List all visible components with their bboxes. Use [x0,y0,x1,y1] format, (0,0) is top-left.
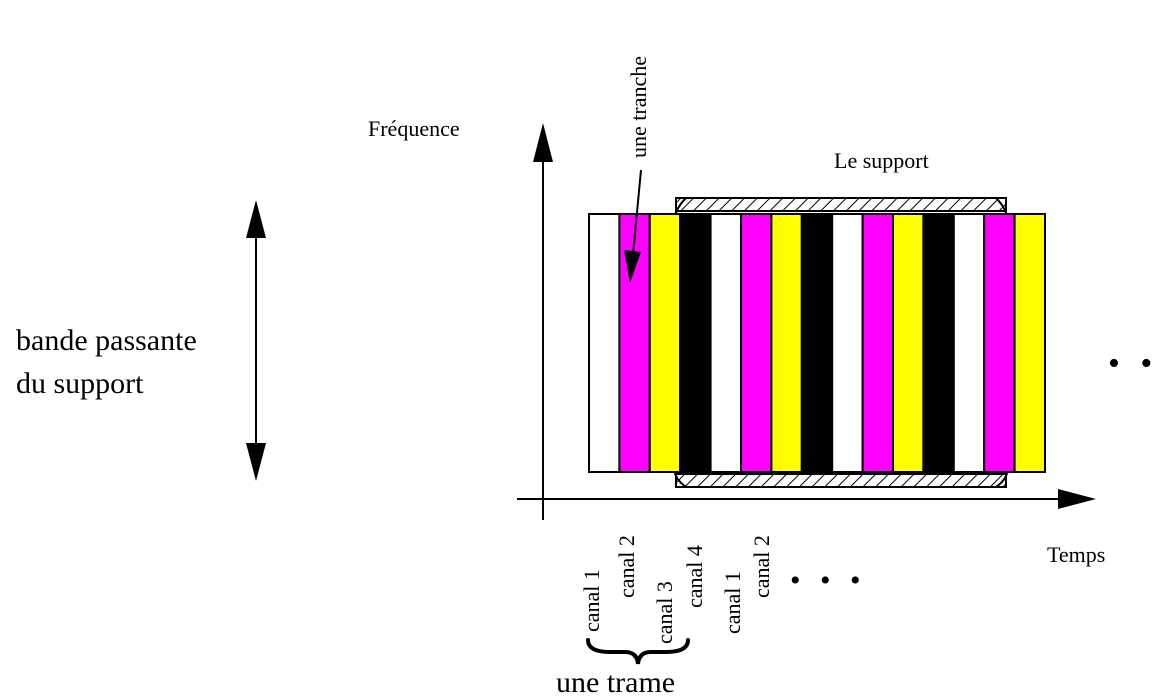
frequency-axis-label: Fréquence [368,116,460,141]
slice-pointer-arrowhead [624,250,641,283]
time-axis-label: Temps [1047,542,1106,567]
slice-pointer [624,169,642,283]
time-axis-arrowhead [1058,489,1096,509]
bandwidth-label-line1: bande passante [16,324,197,357]
bandwidth-label-line2: du support [16,367,144,400]
time-slot [983,213,1016,473]
medium-label: Le support [834,148,929,173]
medium-cable [673,197,1009,488]
frequency-axis-arrowhead [533,123,553,162]
channel-label: canal 2 [749,535,774,598]
time-slot [1013,213,1046,473]
time-slot [952,213,986,473]
channel-label: canal 2 [614,535,639,598]
time-slot [800,213,834,473]
bandwidth-arrowhead-down [246,443,266,481]
slice-label: une tranche [626,56,651,158]
medium-bottom-hatch [675,473,1007,488]
time-slot [831,213,864,473]
slice-pointer-line [632,169,642,256]
channel-label: canal 1 [720,571,745,634]
channel-label: canal 1 [579,569,604,632]
time-slot [709,213,742,473]
bandwidth-arrow [246,200,266,481]
channel-label: canal 4 [682,545,707,608]
time-slot [922,213,955,473]
bandwidth-arrowhead-up [246,200,266,238]
time-slot [892,213,925,473]
time-slots [588,213,1046,473]
channels-ellipsis: • • • [790,564,867,597]
time-ellipsis: • • • [1108,345,1167,382]
medium-top-hatch [675,197,1007,212]
frame-brace [586,638,690,665]
time-slot [588,213,621,473]
frame-label: une trame [556,666,676,699]
time-axis [517,489,1096,509]
time-slot [679,213,712,473]
frequency-axis [533,123,553,520]
channel-label: canal 3 [652,581,677,644]
time-slot [648,213,682,473]
time-slot [861,213,894,473]
time-slot [740,213,773,473]
time-slot [770,213,803,473]
